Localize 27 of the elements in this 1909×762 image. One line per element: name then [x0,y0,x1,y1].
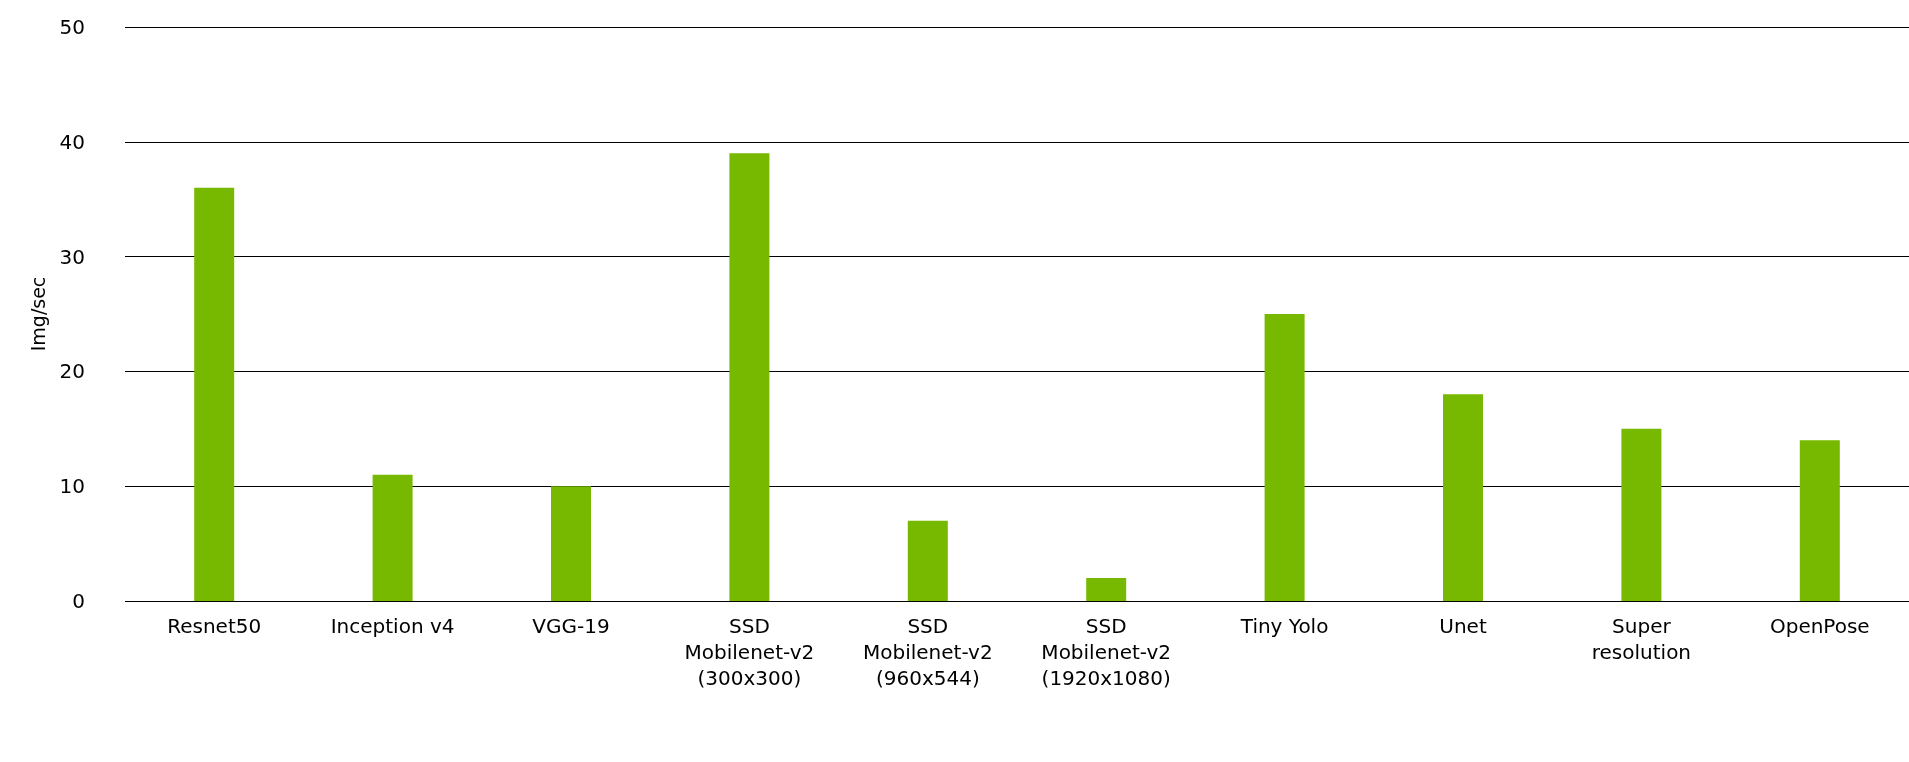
x-tick-label: Tiny Yolo [1239,614,1329,638]
y-tick-label: 40 [59,129,85,154]
y-tick-label: 10 [59,474,85,499]
bar [194,187,235,601]
x-tick-label: Inception v4 [330,614,455,638]
bar [372,474,413,601]
bar [1799,440,1840,601]
x-tick-label: SSD Mobilenet-v2 (1920x1080) [1041,614,1172,690]
bar [907,520,948,601]
y-tick-label: 30 [59,244,85,269]
x-tick-label: Super resolution [1591,614,1692,664]
y-tick-label: 20 [59,359,85,384]
bar [1264,314,1305,601]
x-tick-label: Resnet50 [167,614,262,638]
y-axis-title: Img/sec [26,276,49,352]
bar [729,153,770,601]
y-tick-label: 0 [72,589,85,613]
x-tick-label: VGG-19 [532,614,610,638]
y-tick-label: 50 [59,15,85,39]
x-tick-label: SSD Mobilenet-v2 (960x544) [862,614,993,690]
x-tick-label: OpenPose [1769,614,1870,638]
bar [1443,394,1483,601]
x-tick-label: Unet [1439,614,1487,638]
bar [551,486,591,601]
x-tick-label: SSD Mobilenet-v2 (300x300) [684,614,815,690]
bar [1086,578,1127,601]
bar [1621,428,1662,601]
